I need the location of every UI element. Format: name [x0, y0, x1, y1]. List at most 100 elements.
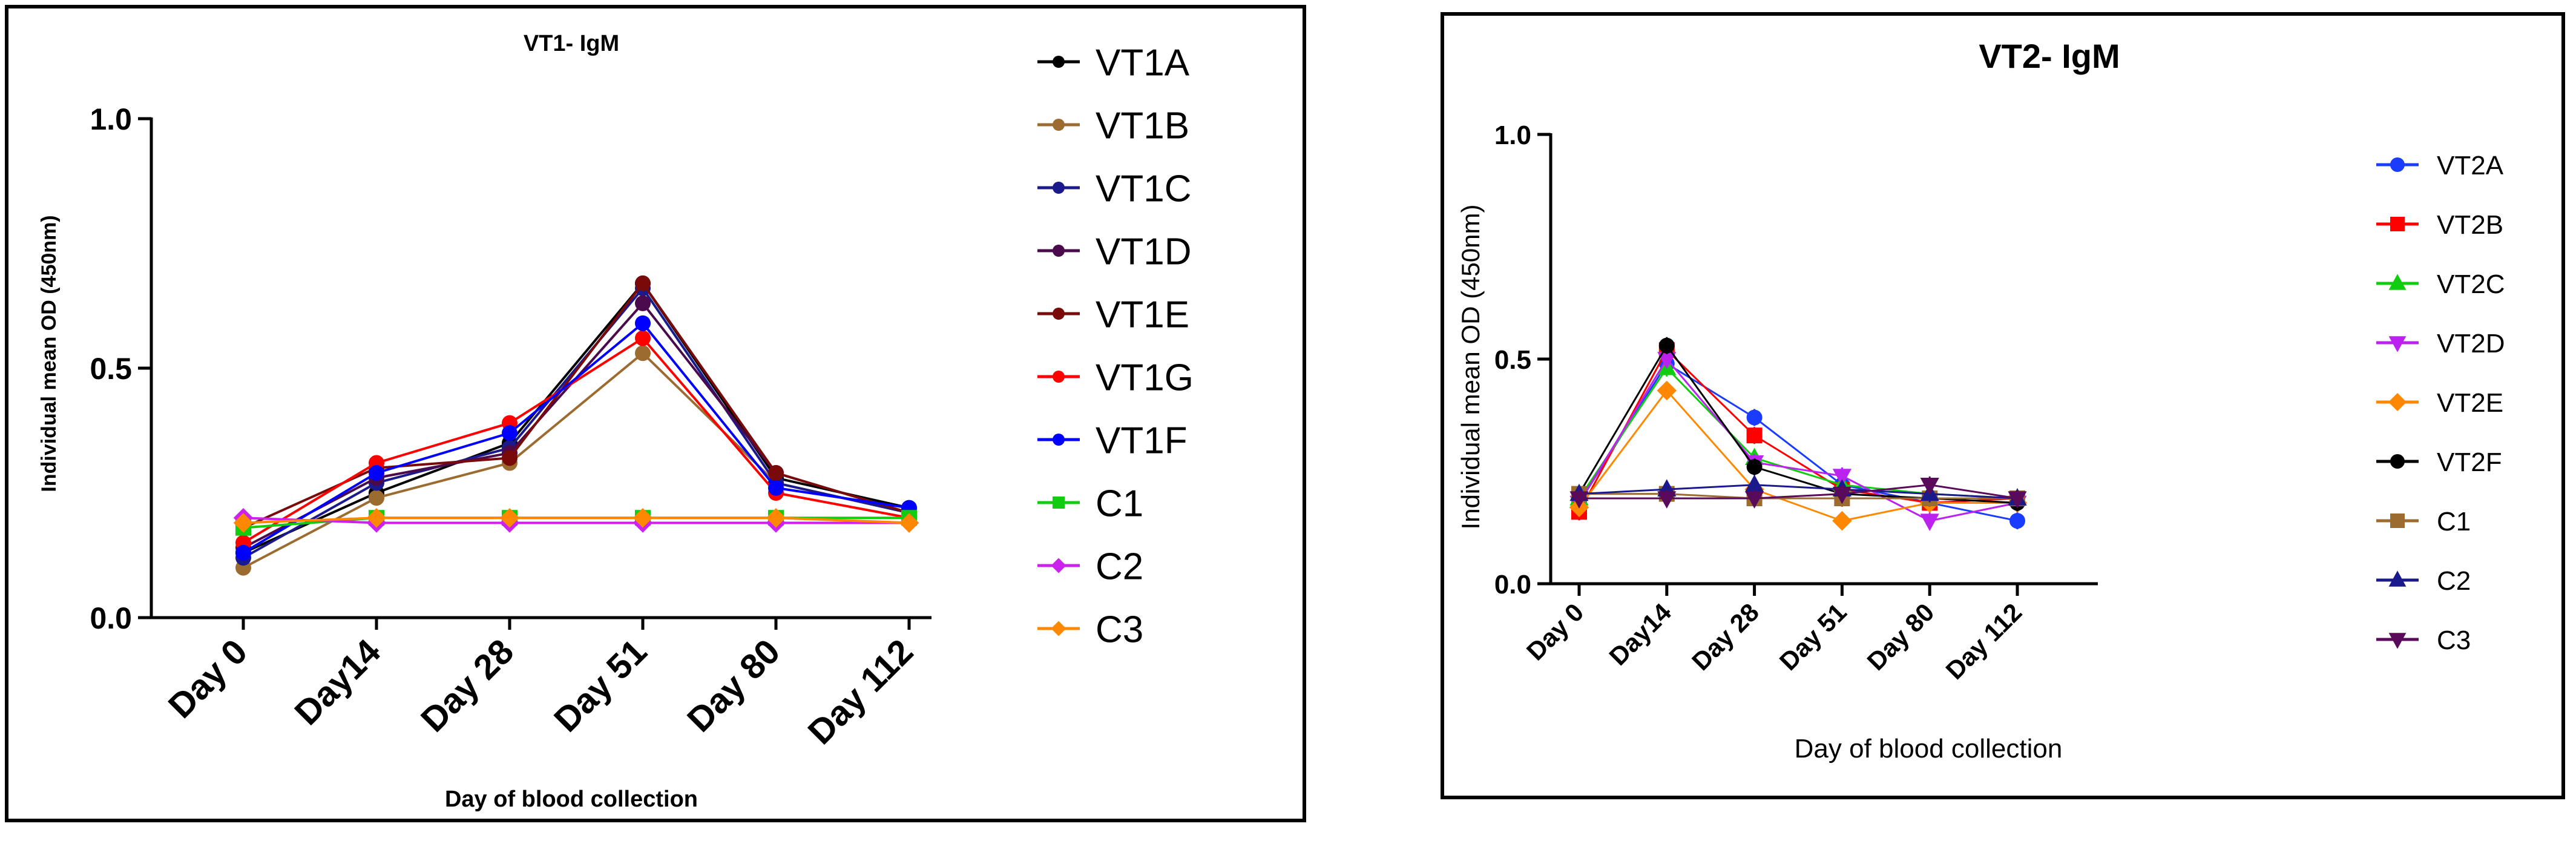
legend-marker	[2388, 274, 2407, 290]
vt1-plot-area: 0.0 0.5 1.0 Day 0 Day14 Day 28 Day 51 Day 80 Day…	[90, 102, 932, 752]
vt2-legend: VT2A VT2B VT2C VT2D VT2E VT2F C1 C2 C3	[2376, 151, 2505, 655]
x-axis-label: Day of blood collection	[1795, 734, 2063, 764]
data-point	[1746, 428, 1763, 444]
series-line-c1	[1579, 493, 2017, 500]
data-point	[899, 513, 919, 533]
vt1-igm-chart: VT1- IgM Individual mean OD (450nm) Day …	[38, 31, 1194, 812]
y-tick-label: 0.5	[1494, 345, 1531, 375]
legend-marker	[1051, 621, 1066, 636]
legend-item-c3: C3	[2376, 626, 2471, 655]
vt2-igm-chart-panel: VT2- IgM Individual mean OD (450nm) Day …	[1441, 12, 2565, 799]
data-point	[502, 450, 518, 466]
legend-label: C1	[2437, 507, 2471, 536]
legend-label: VT1C	[1096, 168, 1191, 210]
series-line-vt2a	[1578, 362, 2018, 522]
legend-label: VT1D	[1096, 231, 1191, 272]
legend-item-vt2a: VT2A	[2376, 151, 2504, 180]
legend-label: C3	[2437, 626, 2471, 655]
y-tick-label: 1.0	[90, 102, 132, 136]
legend-label: VT1G	[1096, 357, 1194, 398]
data-point	[1745, 474, 1764, 492]
data-point	[635, 295, 651, 311]
data-point	[635, 330, 651, 346]
chart-title: VT1- IgM	[524, 31, 619, 56]
series-line-vt1a	[243, 281, 910, 554]
legend-marker	[1053, 371, 1065, 383]
legend-item-vt2d: VT2D	[2376, 329, 2505, 358]
legend-item-c3: C3	[1037, 609, 1143, 650]
series-line-c2	[1579, 484, 2018, 500]
legend-label: VT2E	[2437, 388, 2503, 418]
data-point	[766, 507, 786, 528]
data-point	[1745, 491, 1764, 509]
legend-label: VT1E	[1096, 294, 1189, 335]
legend-marker	[1053, 119, 1065, 131]
series-line-vt1g	[242, 336, 910, 544]
series-vt2f	[1571, 337, 2025, 512]
data-point	[768, 480, 784, 496]
legend-marker	[1053, 182, 1065, 194]
legend-label: VT2D	[2437, 329, 2505, 358]
legend-label: C1	[1096, 483, 1143, 524]
x-tick-label: Day 51	[1774, 598, 1852, 676]
legend-item-c1: C1	[1037, 483, 1143, 524]
legend-label: VT1F	[1096, 420, 1188, 461]
x-tick-label: Day 112	[800, 632, 921, 752]
legend-marker	[2388, 570, 2407, 587]
legend-item-vt2b: VT2B	[2376, 210, 2503, 240]
legend-label: C3	[1096, 609, 1143, 650]
chart-title: VT2- IgM	[1979, 37, 2120, 75]
y-tick-label: 0.0	[1494, 570, 1531, 599]
series-line-vt2c	[1578, 366, 2018, 500]
data-point	[768, 465, 784, 481]
x-tick-label: Day14	[1603, 598, 1677, 671]
legend-item-vt1c: VT1C	[1037, 168, 1191, 210]
legend-marker	[1051, 558, 1066, 573]
legend-marker	[2390, 513, 2405, 528]
data-point	[632, 507, 653, 528]
x-tick-label: Day 80	[1862, 598, 1940, 676]
series-line-vt1f	[242, 322, 910, 554]
data-point	[233, 513, 254, 533]
legend-label: C2	[2437, 566, 2471, 596]
y-tick-label: 0.5	[90, 352, 132, 386]
series-line-vt1e	[243, 281, 910, 529]
legend-marker	[1053, 497, 1065, 509]
legend-marker	[1053, 56, 1065, 68]
legend-label: VT2F	[2437, 447, 2502, 477]
data-point	[1569, 491, 1589, 509]
y-axis-label: Individual mean OD (450nm)	[1456, 205, 1485, 530]
x-tick-label: Day 28	[1686, 598, 1764, 676]
data-point	[1832, 486, 1852, 504]
data-point	[1746, 459, 1763, 475]
x-tick-label: Day14	[287, 632, 388, 733]
legend-marker	[2388, 393, 2407, 411]
y-tick-label: 0.0	[90, 601, 132, 635]
data-point	[2009, 513, 2025, 529]
legend-item-c1: C1	[2376, 507, 2471, 536]
vt2-igm-chart: VT2- IgM Individual mean OD (450nm) Day …	[1456, 37, 2505, 764]
vt2-plot-area: 0.0 0.5 1.0 Day 0 Day14 Day 28 Day 51 Day 80 Day…	[1494, 120, 2098, 685]
x-axis-label: Day of blood collection	[445, 787, 698, 812]
vt1-legend: VT1A VT1B VT1C VT1D VT1E VT1G VT1F C1 C2 C3	[1037, 42, 1194, 650]
y-axis-label: Individual mean OD (450nm)	[38, 215, 61, 492]
legend-item-vt2e: VT2E	[2376, 388, 2503, 418]
legend-item-vt1f: VT1F	[1037, 420, 1188, 461]
x-tick-label: Day 51	[547, 632, 654, 739]
data-point	[369, 490, 384, 506]
y-tick-label: 1.0	[1494, 120, 1531, 150]
series-vt1d	[235, 295, 917, 556]
data-point	[1657, 352, 1677, 369]
x-tick-label: Day 28	[413, 632, 521, 739]
data-point	[635, 275, 651, 291]
legend-label: VT2C	[2437, 269, 2505, 299]
legend-item-vt1b: VT1B	[1037, 105, 1189, 147]
series-vt2c	[1569, 357, 2027, 507]
data-point	[1746, 409, 1763, 426]
data-point	[1657, 380, 1677, 401]
legend-item-c2: C2	[2376, 566, 2471, 596]
series-line-vt2f	[1578, 344, 2018, 504]
x-tick-label: Day 0	[161, 632, 255, 725]
x-tick-label: Day 112	[1940, 598, 2027, 685]
legend-marker	[2390, 217, 2405, 231]
